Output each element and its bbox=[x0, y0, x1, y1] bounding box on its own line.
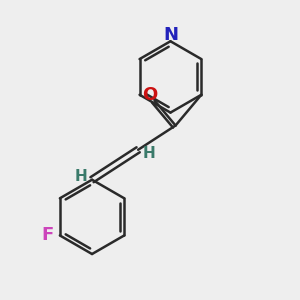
Text: F: F bbox=[42, 226, 54, 244]
Text: N: N bbox=[164, 26, 178, 44]
Text: H: H bbox=[74, 169, 87, 184]
Text: H: H bbox=[143, 146, 156, 161]
Text: O: O bbox=[142, 85, 158, 103]
